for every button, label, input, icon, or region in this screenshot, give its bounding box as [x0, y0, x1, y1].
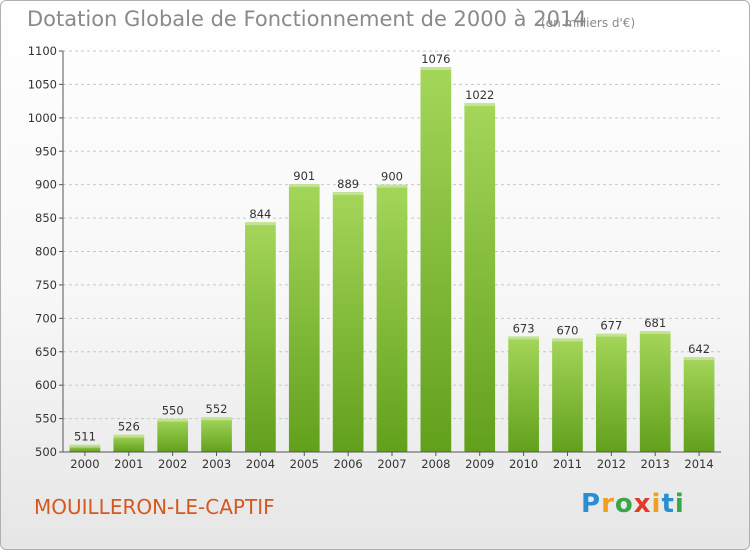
- y-tick-label: 950: [35, 144, 57, 158]
- x-tick-label: 2004: [246, 457, 275, 471]
- bar-2013: [639, 331, 671, 452]
- x-tick-label: 2011: [553, 457, 582, 471]
- x-tick-label: 2010: [509, 457, 538, 471]
- chart-title: Dotation Globale de Fonctionnement de 20…: [27, 7, 587, 31]
- y-tick-label: 850: [35, 211, 57, 225]
- proxiti-logo: Proxiti: [581, 489, 685, 519]
- y-tick-label: 750: [35, 278, 57, 292]
- bar-2001: [113, 434, 145, 452]
- bar-highlight: [376, 184, 408, 188]
- bar-value-label: 550: [162, 404, 184, 418]
- bar-2010: [508, 336, 539, 452]
- bar-2005: [288, 183, 320, 452]
- x-tick-label: 2002: [158, 457, 187, 471]
- y-tick-label: 600: [35, 378, 57, 392]
- bar-highlight: [245, 222, 276, 226]
- x-tick-label: 2007: [377, 457, 406, 471]
- bar-value-label: 670: [556, 323, 578, 337]
- bar-2002: [157, 418, 189, 452]
- y-tick-label: 1050: [28, 77, 57, 91]
- bar-value-label: 844: [249, 207, 271, 221]
- y-tick-label: 700: [35, 311, 57, 325]
- x-tick-label: 2006: [333, 457, 362, 471]
- y-tick-label: 550: [35, 412, 57, 426]
- bar-highlight: [69, 444, 101, 448]
- y-tick-label: 800: [35, 245, 57, 259]
- bar-value-label: 677: [600, 319, 622, 333]
- bar-highlight: [464, 103, 496, 107]
- bar-value-label: 1076: [421, 52, 450, 66]
- y-tick-label: 1000: [28, 111, 57, 125]
- x-tick-label: 2000: [70, 457, 99, 471]
- bar-highlight: [420, 67, 452, 71]
- bar-highlight: [201, 417, 232, 421]
- y-tick-label: 500: [35, 445, 57, 459]
- bar-2014: [683, 357, 715, 452]
- bar-2000: [69, 444, 101, 452]
- x-tick-label: 2012: [597, 457, 626, 471]
- bar-2003: [201, 417, 232, 452]
- bar-highlight: [683, 357, 715, 361]
- x-tick-label: 2014: [684, 457, 713, 471]
- bar-value-label: 552: [206, 402, 228, 416]
- chart-unit: (en milliers d'€): [541, 16, 636, 30]
- bar-highlight: [113, 434, 145, 438]
- y-tick-label: 650: [35, 345, 57, 359]
- bar-2011: [552, 338, 583, 452]
- x-tick-label: 2003: [202, 457, 231, 471]
- bar-value-label: 526: [118, 420, 140, 434]
- bar-highlight: [332, 192, 364, 196]
- bar-highlight: [508, 336, 539, 340]
- x-tick-label: 2005: [290, 457, 319, 471]
- bar-highlight: [288, 183, 320, 187]
- bar-2009: [464, 103, 496, 452]
- bar-value-label: 900: [381, 170, 403, 184]
- y-tick-label: 900: [35, 178, 57, 192]
- bars: 511 526 550 552 844 901 889 900 1076 1022 673 670 67…: [69, 52, 715, 453]
- bar-value-label: 673: [513, 321, 535, 335]
- bar-highlight: [552, 338, 583, 342]
- bar-highlight: [639, 331, 671, 335]
- x-tick-label: 2013: [641, 457, 670, 471]
- y-axis: 500 550 600 650 700 750 800 850 900 950 1000 1050 11…: [28, 44, 64, 459]
- bar-value-label: 642: [688, 342, 710, 356]
- bar-highlight: [157, 418, 189, 422]
- y-tick-label: 1100: [28, 44, 57, 58]
- x-axis: 2000 2001 2002 2003 2004 2005 2006 2007 2008 2009…: [63, 451, 721, 471]
- town-name: MOUILLERON-LE-CAPTIF: [34, 495, 275, 519]
- bar-2012: [595, 333, 627, 452]
- x-tick-label: 2008: [421, 457, 450, 471]
- bar-value-label: 901: [293, 169, 315, 183]
- x-tick-label: 2001: [114, 457, 143, 471]
- bar-value-label: 889: [337, 177, 359, 191]
- bar-2006: [332, 192, 364, 453]
- bar-2007: [376, 184, 408, 452]
- bar-value-label: 511: [74, 430, 96, 444]
- bar-value-label: 1022: [465, 88, 494, 102]
- bar-value-label: 681: [644, 316, 666, 330]
- bar-highlight: [595, 333, 627, 337]
- bar-2004: [245, 222, 276, 452]
- x-tick-label: 2009: [465, 457, 494, 471]
- bar-2008: [420, 67, 452, 452]
